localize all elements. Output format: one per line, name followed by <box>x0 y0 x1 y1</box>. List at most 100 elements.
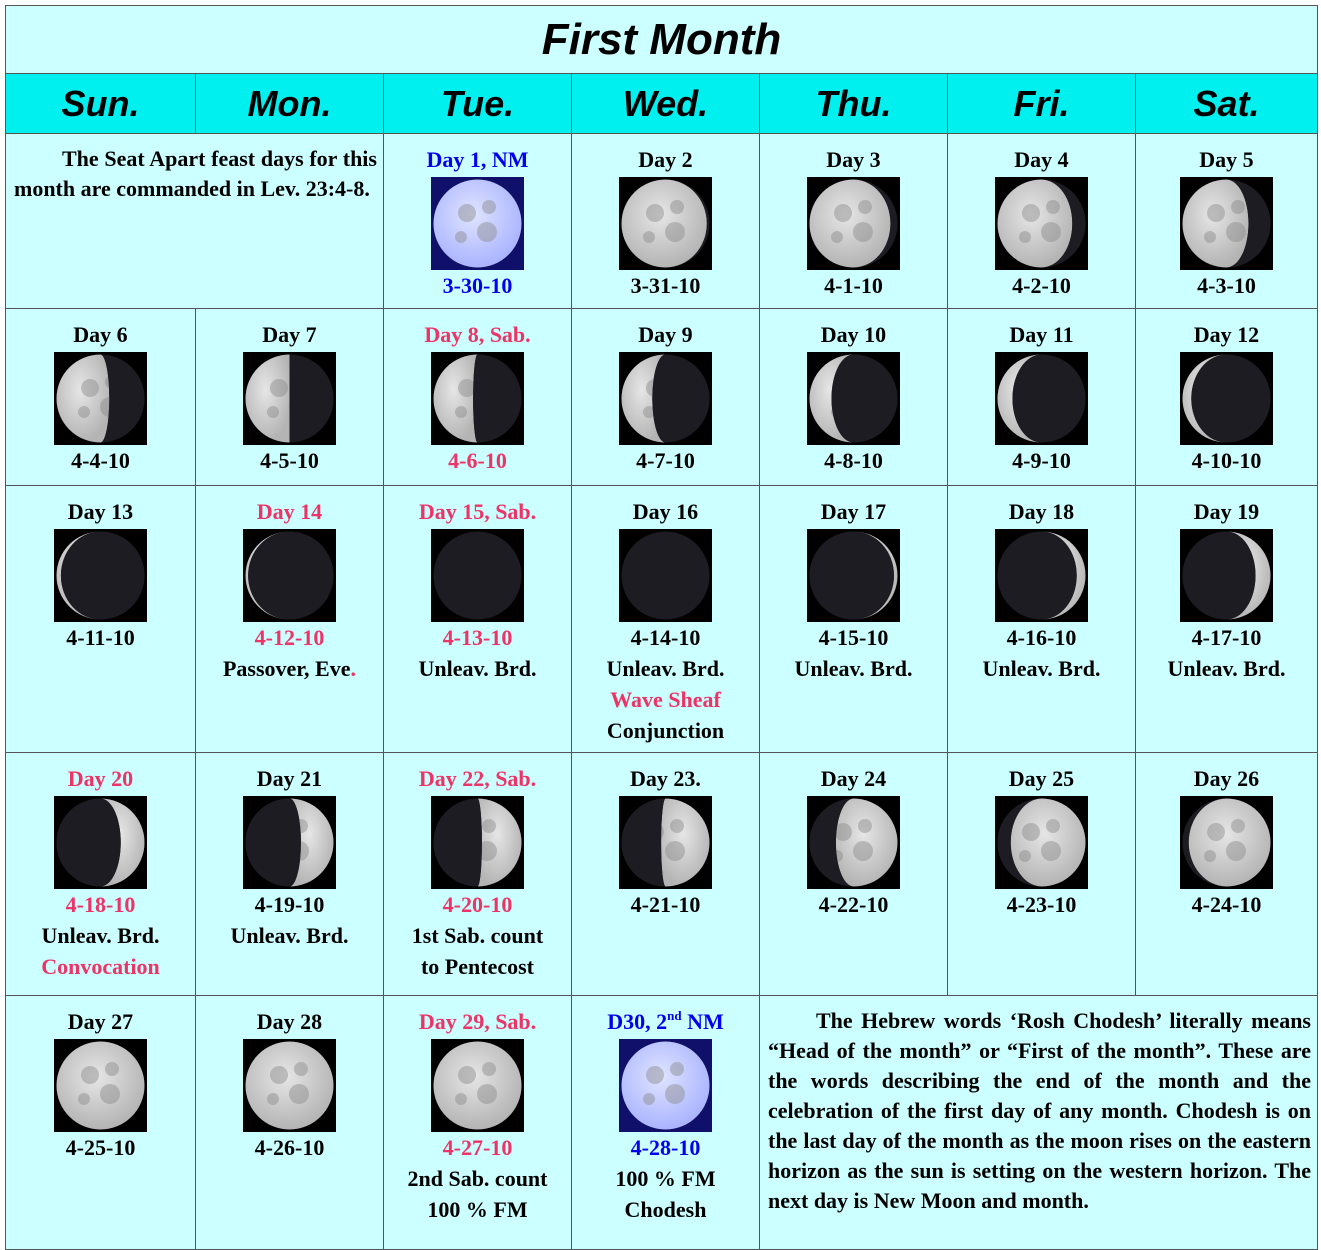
text-run: 4-25-10 <box>65 1135 136 1160</box>
day-cell: Day 27 4-25-10 <box>5 995 196 1250</box>
text-run: 4-26-10 <box>254 1135 325 1160</box>
date-label: 4-24-10 <box>1136 889 1317 920</box>
day-cell: Day 7 4-5-10 <box>195 308 384 486</box>
date-label: 4-13-10 <box>384 622 571 653</box>
moon-image <box>54 1039 147 1132</box>
text-run: Unleav. Brd. <box>230 923 349 948</box>
week-row: Day 6 4-4-10 Day 7 4-5-10 Day 8, Sab. 4-6-10 D… <box>5 308 1318 486</box>
moon-image <box>995 177 1088 270</box>
text-run: 4-11-10 <box>66 625 135 650</box>
day-cell: Day 4 4-2-10 <box>947 133 1136 309</box>
note-line: 2nd Sab. count <box>384 1163 571 1194</box>
text-run: Wave Sheaf <box>610 687 721 712</box>
moon-image <box>619 796 712 889</box>
text-run: Day 7 <box>262 322 317 347</box>
note-line: Chodesh <box>572 1194 759 1225</box>
day-cell: Day 2 3-31-10 <box>571 133 760 309</box>
day-cell: Day 28 4-26-10 <box>195 995 384 1250</box>
day-label: D30, 2nd NM <box>572 1006 759 1037</box>
moon-image <box>54 352 147 445</box>
moon-image <box>619 529 712 622</box>
day-cell: Day 29, Sab. 4-27-10 2nd Sab. count 100 % F… <box>383 995 572 1250</box>
text-run: 4-24-10 <box>1191 892 1262 917</box>
text-run: to Pentecost <box>420 954 534 979</box>
text-run: 4-22-10 <box>818 892 889 917</box>
moon-image <box>243 529 336 622</box>
date-label: 4-18-10 <box>6 889 195 920</box>
day-label: Day 29, Sab. <box>384 1006 571 1037</box>
text-run: 4-18-10 <box>65 892 136 917</box>
text-run: . <box>350 656 357 681</box>
text-run: Passover, Eve <box>222 656 351 681</box>
day-cell: Day 19 4-17-10 Unleav. Brd. <box>1135 485 1318 753</box>
text-run: Day 24 <box>820 766 887 791</box>
text-run: Day 6 <box>73 322 128 347</box>
day-cell: Day 21 4-19-10 Unleav. Brd. <box>195 752 384 996</box>
day-cell: Day 23. 4-21-10 <box>571 752 760 996</box>
text-run: 4-4-10 <box>71 448 130 473</box>
text-run: 2nd Sab. count <box>407 1166 548 1191</box>
note-line: Unleav. Brd. <box>6 920 195 951</box>
note-line: Wave Sheaf <box>572 684 759 715</box>
day-label: Day 27 <box>6 1006 195 1037</box>
moon-image <box>807 529 900 622</box>
text-run: 100 % FM <box>427 1197 528 1222</box>
day-label: Day 3 <box>760 144 947 175</box>
day-label: Day 15, Sab. <box>384 496 571 527</box>
day-label: Day 28 <box>196 1006 383 1037</box>
text-run: 4-13-10 <box>442 625 513 650</box>
note-line: Unleav. Brd. <box>196 920 383 951</box>
day-cell: Day 11 4-9-10 <box>947 308 1136 486</box>
date-label: 3-30-10 <box>384 270 571 301</box>
text-run: Unleav. Brd. <box>794 656 913 681</box>
date-label: 4-15-10 <box>760 622 947 653</box>
text-run: 3-31-10 <box>630 273 701 298</box>
text-run: 4-14-10 <box>630 625 701 650</box>
day-cell: Day 20 4-18-10 Unleav. Brd. Convocation <box>5 752 196 996</box>
note-line: Unleav. Brd. <box>760 653 947 684</box>
text-run: Day 25 <box>1008 766 1075 791</box>
text-run: Day 13 <box>67 499 134 524</box>
day-cell: Day 26 4-24-10 <box>1135 752 1318 996</box>
day-cell: Day 15, Sab. 4-13-10 Unleav. Brd. <box>383 485 572 753</box>
date-label: 4-11-10 <box>6 622 195 653</box>
date-label: 4-23-10 <box>948 889 1135 920</box>
day-label: Day 16 <box>572 496 759 527</box>
weekday-header: Fri. <box>947 73 1136 134</box>
text-run: 4-8-10 <box>824 448 883 473</box>
day-cell: Day 3 4-1-10 <box>759 133 948 309</box>
note-line: Unleav. Brd. <box>384 653 571 684</box>
moon-image <box>619 1039 712 1132</box>
day-label: Day 9 <box>572 319 759 350</box>
date-label: 4-3-10 <box>1136 270 1317 301</box>
moon-image <box>807 352 900 445</box>
day-cell: Day 18 4-16-10 Unleav. Brd. <box>947 485 1136 753</box>
day-cell: Day 14 4-12-10 Passover, Eve. <box>195 485 384 753</box>
text-run: 4-9-10 <box>1012 448 1071 473</box>
text-run: Day 20 <box>67 766 134 791</box>
text-run: Day 14 <box>256 499 323 524</box>
text-run: Day 23. <box>630 766 701 791</box>
moon-image <box>243 796 336 889</box>
day-label: Day 7 <box>196 319 383 350</box>
weekday-header: Thu. <box>759 73 948 134</box>
moon-image <box>1180 529 1273 622</box>
moon-image <box>619 352 712 445</box>
day-label: Day 14 <box>196 496 383 527</box>
week-row: The Seat Apart feast days for this month… <box>5 133 1318 309</box>
text-run: Day 10 <box>820 322 887 347</box>
note-line: Convocation <box>6 951 195 982</box>
text-run: 4-17-10 <box>1191 625 1262 650</box>
calendar: First Month Sun. Mon. Tue. Wed. Thu. Fri. Sat.… <box>5 5 1318 1250</box>
text-run: Chodesh <box>624 1197 707 1222</box>
day-cell: Day 16 4-14-10 Unleav. Brd. Wave Sheaf Conju… <box>571 485 760 753</box>
moon-image <box>995 529 1088 622</box>
day-cell: Day 12 4-10-10 <box>1135 308 1318 486</box>
text-run: Day 26 <box>1193 766 1260 791</box>
day-label: Day 17 <box>760 496 947 527</box>
text-run: Day 12 <box>1193 322 1260 347</box>
week-row: Day 13 4-11-10 Day 14 4-12-10 Passover, Eve.… <box>5 485 1318 753</box>
day-label: Day 5 <box>1136 144 1317 175</box>
day-label: Day 13 <box>6 496 195 527</box>
moon-image <box>1180 796 1273 889</box>
